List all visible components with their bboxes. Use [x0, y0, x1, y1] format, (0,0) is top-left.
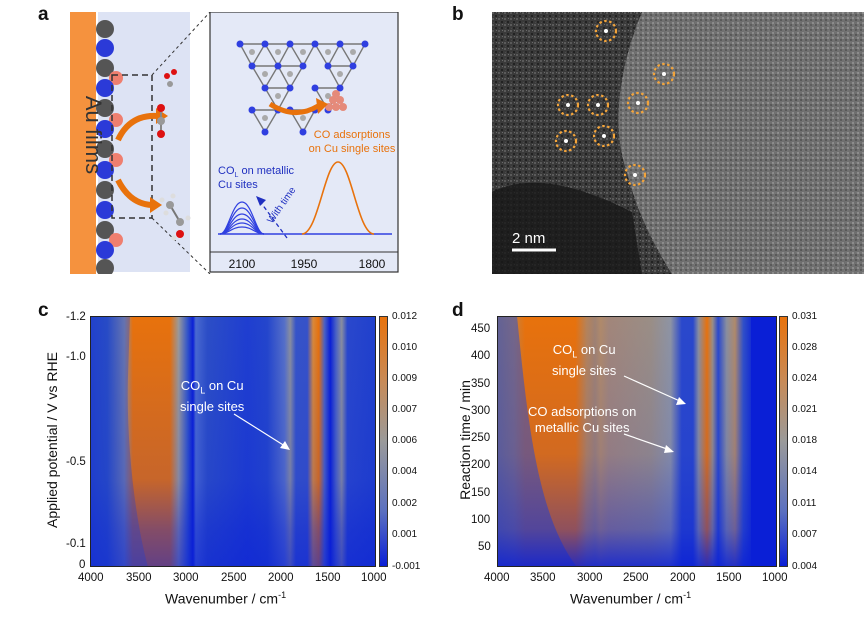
colorbar-d-tick: 0.004: [792, 561, 818, 572]
svg-text:on Cu single sites: on Cu single sites: [309, 143, 396, 155]
panel-label-b: b: [452, 4, 464, 25]
colorbar-c-tick: 0.009: [392, 373, 418, 384]
annotation-arrow-d1: [623, 375, 686, 405]
svg-text:Cu sites: Cu sites: [218, 179, 258, 191]
colorbar-d-tick: 0.021: [792, 404, 818, 415]
colorbar-d-tick: 0.018: [792, 435, 818, 446]
annotation-arrow-c: [233, 413, 290, 450]
y-tick-c: -0.1: [66, 538, 86, 550]
x-axis-title-c: Wavenumber / cm-1: [165, 590, 287, 607]
x-tick-c: 1000: [361, 572, 387, 584]
x-tick-c: 4000: [78, 572, 104, 584]
x-tick-d: 3000: [577, 572, 603, 584]
y-tick-d: 400: [471, 350, 491, 362]
annotation-c: COL on Cu single sites: [180, 378, 245, 414]
heatmap-d: [497, 316, 777, 567]
scale-bar-label: 2 nm: [512, 230, 546, 247]
atom-column: [96, 20, 123, 277]
y-tick-d: 450: [471, 323, 491, 335]
y-tick-c: -0.5: [66, 456, 86, 468]
svg-text:COL on metallic: COL on metallic: [218, 165, 295, 179]
heatmap-c-frame: [90, 316, 376, 567]
x-tick-c: 2500: [221, 572, 247, 584]
y-tick-c: 0: [79, 559, 86, 571]
y-axis-title-c: Applied potential / V vs RHE: [44, 352, 60, 528]
x-axis-title-d: Wavenumber / cm-1: [570, 590, 692, 607]
annotation-d1: COL on Cu single sites: [552, 342, 617, 378]
colorbar-d-tick: 0.014: [792, 466, 818, 477]
annotation-arrow-d2: [623, 433, 674, 453]
colorbar-d: [779, 316, 788, 567]
y-tick-c: -1.2: [66, 311, 86, 323]
y-tick-c: -1.0: [66, 351, 86, 363]
x-tick-d: 4000: [484, 572, 510, 584]
svg-text:CO adsorptions: CO adsorptions: [314, 129, 391, 141]
colorbar-c-tick: 0.012: [392, 311, 418, 322]
colorbar-c-tick: 0.007: [392, 404, 418, 415]
schematic-illustration: With time CO adsorptions on Cu single si…: [70, 11, 399, 277]
x-tick-d: 3500: [530, 572, 556, 584]
svg-text:1800: 1800: [359, 257, 386, 271]
heatmap-d-frame: [497, 316, 777, 567]
x-tick-c: 2000: [268, 572, 294, 584]
colorbar-d-tick: 0.031: [792, 311, 818, 322]
annotation-d2: CO adsorptions on metallic Cu sites: [528, 404, 637, 435]
heatmap-c: [90, 316, 376, 567]
y-tick-d: 300: [471, 405, 491, 417]
y-tick-d: 350: [471, 378, 491, 390]
x-tick-d: 2000: [670, 572, 696, 584]
y-axis-title-d: Reaction time / min: [457, 380, 473, 500]
colorbar-c-tick: 0.006: [392, 435, 418, 446]
colorbar-d-tick: 0.024: [792, 373, 818, 384]
x-tick-c: 3000: [173, 572, 199, 584]
panel-label-a: a: [38, 4, 49, 25]
au-film-label: Au films: [81, 95, 107, 175]
panel-a-schematic: With time CO adsorptions on Cu single si…: [70, 11, 400, 277]
x-tick-c: 3500: [126, 572, 152, 584]
x-tick-c: 1500: [315, 572, 341, 584]
colorbar-d-tick: 0.011: [792, 498, 817, 509]
colorbar-c-tick: 0.004: [392, 466, 418, 477]
x-tick-d: 2500: [623, 572, 649, 584]
colorbar-c-tick: 0.001: [392, 529, 418, 540]
y-tick-d: 50: [478, 541, 491, 553]
x-tick-d: 1500: [716, 572, 742, 584]
tem-image: 2 nm: [492, 12, 864, 274]
colorbar-d-tick: 0.007: [792, 529, 818, 540]
y-tick-d: 250: [471, 432, 491, 444]
panel-label-d: d: [452, 300, 464, 321]
au-film: [70, 12, 96, 274]
y-tick-d: 200: [471, 459, 491, 471]
svg-text:2100: 2100: [229, 257, 256, 271]
colorbar-c-tick: 0.002: [392, 498, 418, 509]
y-tick-d: 100: [471, 514, 491, 526]
colorbar-d-tick: 0.028: [792, 342, 818, 353]
colorbar-c-tick: -0.001: [392, 561, 421, 572]
colorbar-c: [379, 316, 388, 567]
svg-text:1950: 1950: [291, 257, 318, 271]
x-tick-d: 1000: [762, 572, 788, 584]
y-tick-d: 150: [471, 487, 491, 499]
colorbar-c-tick: 0.010: [392, 342, 418, 353]
panel-label-c: c: [38, 300, 49, 321]
